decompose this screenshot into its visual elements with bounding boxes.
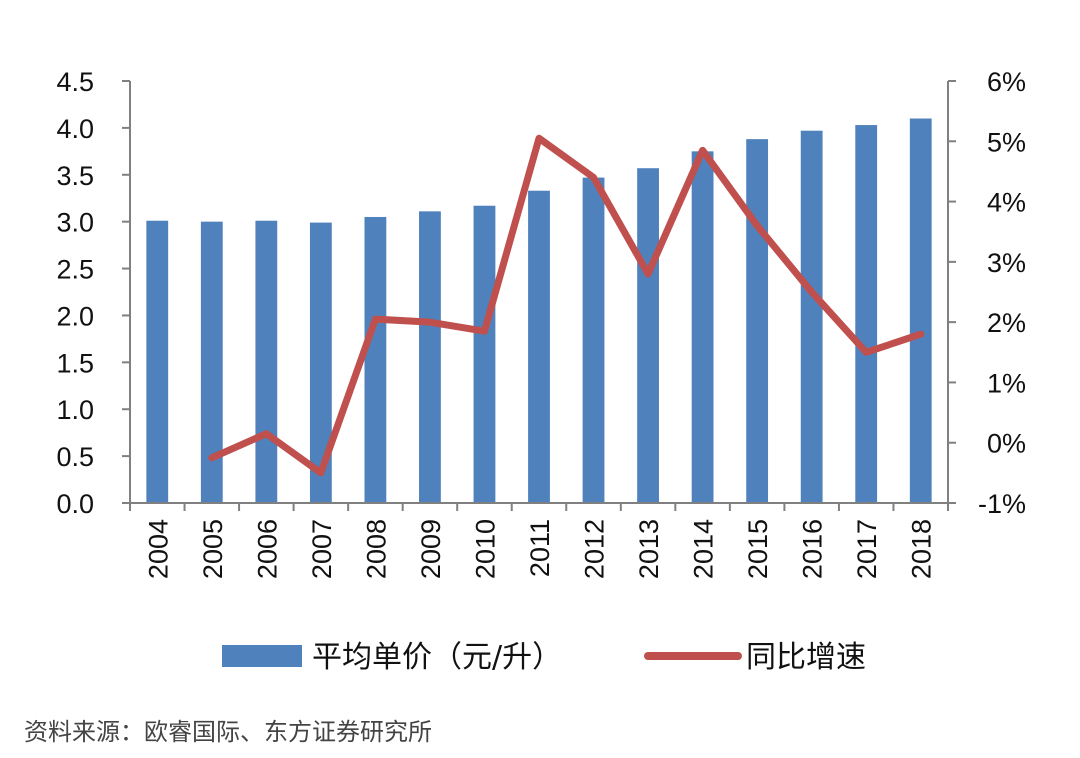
- bar-series-price: [146, 118, 932, 504]
- legend-bar-label: 平均单价（元/升）: [312, 640, 562, 675]
- bar: [582, 177, 605, 503]
- left-tick-label: 0.5: [56, 442, 94, 472]
- left-tick-label: 4.5: [56, 67, 94, 97]
- left-tick-label: 4.0: [56, 114, 94, 144]
- x-tick-label: 2015: [743, 519, 773, 579]
- right-tick-label: 4%: [987, 188, 1026, 218]
- bar: [637, 168, 659, 504]
- x-tick-label: 2007: [307, 519, 337, 579]
- growth-line: [208, 134, 925, 477]
- x-tick-label: 2009: [416, 519, 446, 579]
- bar: [364, 216, 387, 503]
- left-tick-label: 2.5: [56, 255, 94, 285]
- legend-line-label: 同比增速: [746, 640, 866, 675]
- right-tick-label: 1%: [987, 368, 1026, 398]
- x-tick-label: 2014: [689, 519, 719, 579]
- line-series-growth: [208, 134, 925, 477]
- bar: [855, 125, 878, 503]
- bar: [309, 222, 332, 504]
- left-tick-label: 1.0: [56, 395, 94, 425]
- x-tick-label: 2018: [907, 519, 937, 579]
- x-tick-label: 2004: [143, 519, 173, 579]
- x-tick-label: 2012: [580, 519, 610, 579]
- bar: [146, 220, 169, 503]
- right-tick-label: 0%: [987, 429, 1026, 459]
- right-tick-label: -1%: [978, 489, 1026, 519]
- bar: [746, 139, 769, 504]
- left-axis-ticks: 0.0 0.5 1.0 1.5 2.0 2.5 3.0 3.5 4.0 4.5: [56, 67, 130, 519]
- right-tick-label: 5%: [987, 127, 1026, 157]
- left-tick-label: 3.0: [56, 208, 94, 238]
- bar: [200, 221, 223, 503]
- source-note: 资料来源：欧睿国际、东方证券研究所: [24, 718, 432, 746]
- bar: [800, 130, 823, 504]
- x-tick-label: 2011: [525, 519, 555, 577]
- bar: [528, 190, 550, 503]
- left-tick-label: 2.0: [56, 301, 94, 331]
- right-tick-label: 3%: [987, 248, 1026, 278]
- left-tick-label: 1.5: [56, 348, 94, 378]
- x-tick-label: 2016: [798, 519, 828, 579]
- left-tick-label: 3.5: [56, 161, 94, 191]
- x-tick-label: 2017: [852, 519, 882, 579]
- right-tick-label: 2%: [987, 308, 1026, 338]
- legend-bar-swatch: [222, 645, 302, 667]
- bar: [473, 205, 496, 504]
- right-axis-ticks: -1% 0% 1% 2% 3% 4% 5% 6%: [948, 67, 1026, 519]
- bar: [419, 211, 441, 503]
- bar: [909, 118, 932, 503]
- x-axis-ticks: 2004 2005 2006 2007 2008 2009 2010 2011 2012 2013…: [129, 503, 949, 579]
- bar: [255, 220, 278, 503]
- x-tick-label: 2008: [361, 519, 391, 579]
- right-tick-label: 6%: [987, 67, 1026, 97]
- x-tick-label: 2010: [470, 519, 500, 579]
- legend: 平均单价（元/升） 同比增速: [222, 640, 866, 675]
- axes: [129, 81, 949, 504]
- bar: [691, 151, 714, 504]
- x-tick-label: 2013: [634, 519, 664, 579]
- x-tick-label: 2006: [252, 519, 282, 579]
- left-tick-label: 0.0: [56, 489, 94, 519]
- x-tick-label: 2005: [198, 519, 228, 579]
